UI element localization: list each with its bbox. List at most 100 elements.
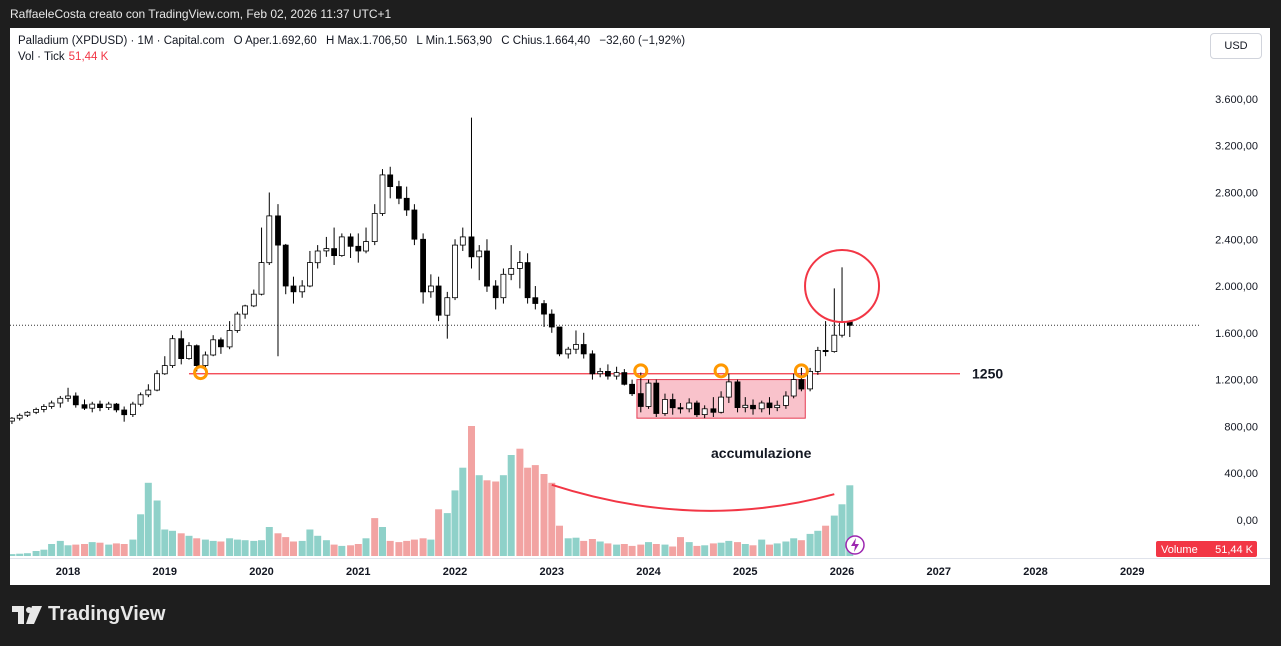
volume-bar: [507, 455, 515, 556]
volume-bar: [161, 529, 169, 556]
volume-bar: [96, 542, 104, 556]
volume-bar: [209, 540, 217, 556]
candle-body: [72, 395, 79, 406]
volume-bar: [838, 504, 846, 556]
candle: [282, 243, 289, 295]
volume-bar: [56, 540, 64, 556]
volume-label[interactable]: Vol · Tick: [18, 51, 65, 63]
candle: [589, 350, 596, 380]
volume-badge-value: 51,44 K: [1215, 544, 1254, 556]
candle: [790, 373, 797, 399]
legend-low-label: L: [416, 35, 423, 47]
candle-body: [677, 407, 684, 410]
candle: [16, 413, 23, 421]
candle-body: [16, 414, 23, 419]
candle-body: [565, 348, 572, 355]
volume-bar: [290, 541, 297, 556]
volume-bar: [596, 541, 604, 556]
candle: [186, 342, 192, 360]
volume-bar: [693, 545, 701, 556]
candle: [40, 404, 47, 413]
candle: [814, 346, 821, 375]
candle: [81, 399, 88, 410]
candle-body: [65, 395, 71, 399]
volume-bar: [427, 539, 435, 556]
volume-bar: [169, 530, 176, 556]
candle-body: [629, 383, 635, 395]
candle-body: [725, 381, 732, 398]
candle-body: [750, 404, 756, 410]
x-tick-label: 2026: [830, 566, 854, 578]
candle: [154, 370, 161, 392]
candle-body: [790, 379, 797, 397]
candle-body: [822, 349, 829, 352]
candle-body: [710, 408, 717, 413]
candle-body: [444, 297, 451, 316]
volume-bar: [637, 544, 645, 556]
x-tick-label: 2029: [1120, 566, 1144, 578]
candle-body: [202, 354, 209, 366]
candle-body: [169, 338, 176, 367]
volume-bar: [395, 542, 403, 556]
legend-low-value: Min.1.563,90: [425, 35, 493, 47]
candle: [137, 392, 144, 407]
candle: [57, 395, 64, 408]
candle-body: [783, 395, 789, 406]
candle: [258, 227, 265, 296]
candle-body: [89, 403, 96, 409]
volume-bar: [652, 544, 660, 556]
candle: [686, 398, 693, 413]
volume-bar: [298, 540, 306, 556]
candle: [306, 250, 313, 288]
candle-body: [242, 305, 249, 315]
candle-body: [387, 174, 394, 187]
price-chart[interactable]: 1250 accumulazione 3.600,00 3.200,00 2.800,0…: [10, 28, 1270, 585]
legend-volume: Vol · Tick 51,44 K: [18, 51, 108, 63]
candle-body: [217, 339, 224, 348]
candle: [516, 250, 523, 289]
candle-body: [299, 285, 306, 293]
candle: [500, 268, 507, 304]
candle: [435, 276, 442, 322]
candle-body: [10, 417, 15, 422]
candle: [524, 253, 531, 304]
volume-bar: [572, 537, 580, 556]
candle: [24, 411, 31, 418]
candle-body: [314, 250, 321, 264]
candle-body: [266, 215, 273, 264]
candle: [839, 267, 845, 338]
volume-bar: [556, 525, 563, 556]
y-tick-label: 3.200,00: [1215, 141, 1258, 153]
candle: [145, 384, 152, 398]
volume-bar: [153, 500, 161, 556]
candle-body: [459, 236, 466, 246]
volume-bar: [386, 540, 394, 556]
candle-body: [597, 370, 604, 375]
legend-ohlc: Palladium (XPDUSD) · 1M · Capital.com O …: [18, 35, 685, 47]
candle-body: [645, 382, 652, 407]
volume-bar: [531, 465, 539, 556]
tradingview-brand[interactable]: TradingView: [12, 603, 165, 626]
volume-badge: [1156, 541, 1257, 557]
volume-bar: [620, 544, 628, 556]
volume-bar: [322, 540, 330, 556]
candle-body: [807, 370, 813, 390]
volume-bar: [241, 540, 249, 556]
x-tick-label: 2019: [153, 566, 177, 578]
volume-bar: [516, 448, 524, 556]
candle: [807, 367, 813, 392]
chart-frame[interactable]: 1250 accumulazione 3.600,00 3.200,00 2.800,0…: [10, 28, 1270, 585]
volume-bar: [338, 545, 346, 556]
support-label: 1250: [972, 366, 1003, 382]
volume-bar: [773, 543, 781, 556]
candle: [846, 320, 853, 338]
volume-bar: [628, 545, 636, 556]
currency-button[interactable]: USD: [1210, 33, 1262, 59]
lightning-icon: [845, 535, 865, 555]
legend-symbol[interactable]: Palladium (XPDUSD) · 1M · Capital.com: [18, 35, 225, 47]
candle: [637, 372, 644, 413]
candle-body: [130, 403, 136, 416]
candle: [121, 406, 128, 422]
x-tick-label: 2023: [540, 566, 564, 578]
candle-body: [234, 313, 241, 331]
